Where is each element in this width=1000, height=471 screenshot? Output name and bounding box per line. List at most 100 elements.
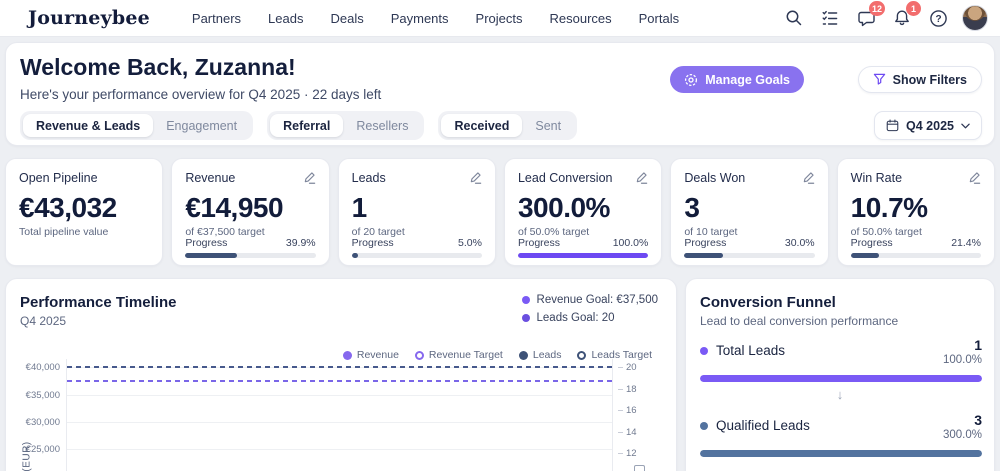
notifications-bell-icon[interactable]: 1 (890, 1, 921, 30)
progress-label: Progress (517, 237, 560, 249)
kpi-value: 1 (351, 192, 368, 223)
filter-tab-groups: Revenue & Leads Engagement Referral Rese… (20, 111, 578, 140)
stage-bar (700, 375, 982, 382)
tab-referral[interactable]: Referral (270, 114, 344, 137)
legend-revenue-target[interactable]: Revenue Target (414, 349, 503, 361)
progress-bar-fill (351, 253, 359, 258)
calendar-icon (886, 119, 899, 132)
period-value: Q4 2025 (906, 118, 954, 133)
nav-item-deals[interactable]: Deals (330, 10, 364, 26)
messages-icon[interactable]: 12 (854, 1, 885, 30)
funnel-arrow-down-icon: ↓ (686, 467, 994, 471)
gridline (67, 449, 612, 450)
kpi-card-win-rate: Win Rate 10.7% of 50.0% target Progress 2… (836, 158, 995, 266)
nav-item-resources[interactable]: Resources (549, 10, 612, 26)
period-selector[interactable]: Q4 2025 (874, 111, 982, 140)
y2-axis-tick: 16 (618, 405, 637, 416)
show-filters-label: Show Filters (892, 72, 967, 87)
stage-bar (700, 450, 982, 457)
funnel-title: Conversion Funnel (700, 294, 836, 311)
tab-revenue-leads[interactable]: Revenue & Leads (23, 114, 154, 137)
search-icon[interactable] (782, 6, 806, 30)
tab-sent[interactable]: Sent (535, 118, 562, 133)
legend-leads-target[interactable]: Leads Target (577, 349, 652, 361)
edit-goal-icon[interactable] (801, 171, 815, 185)
legend-leads[interactable]: Leads (518, 349, 561, 361)
progress-label: Progress (185, 237, 228, 249)
kpi-title: Revenue (185, 171, 236, 185)
y2-axis-tick: 20 (618, 362, 637, 373)
help-icon[interactable]: ? (926, 6, 950, 30)
stage-dot (700, 421, 708, 430)
partner-type-tab-group: Referral Resellers (267, 111, 425, 140)
progress-bar (351, 253, 482, 258)
performance-timeline-card: Performance Timeline Q4 2025 Revenue Goa… (5, 278, 677, 471)
page-title: Welcome Back, Zuzanna! (20, 54, 296, 80)
app-logo[interactable]: Journeybee (28, 7, 150, 29)
target-icon (684, 73, 698, 87)
y2-axis-tick: 14 (618, 427, 637, 438)
stage-percent: 100.0% (942, 354, 982, 366)
funnel-arrow-down-icon: ↓ (836, 387, 844, 402)
kpi-value: 300.0% (517, 192, 610, 223)
filter-funnel-icon (873, 73, 886, 86)
legend-leads-marker (518, 350, 528, 360)
kpi-value: 10.7% (850, 192, 928, 223)
goal-legend: Revenue Goal: €37,500 Leads Goal: 20 (521, 294, 658, 330)
kpi-title: Win Rate (850, 171, 903, 185)
nav-item-payments[interactable]: Payments (390, 10, 449, 26)
progress-percent: 39.9% (285, 237, 316, 249)
stage-bar-fill (700, 450, 982, 457)
kpi-value: €14,950 (185, 192, 284, 223)
stage-bar-fill (700, 375, 982, 382)
nav-item-projects[interactable]: Projects (475, 10, 523, 26)
tasks-icon[interactable] (818, 6, 842, 30)
legend-revenue[interactable]: Revenue (342, 349, 399, 361)
progress-label: Progress (684, 237, 727, 249)
y-axis-unit-label: (EUR) (21, 441, 33, 471)
funnel-stage-qualified-leads: Qualified Leads 3 300.0% (700, 412, 982, 457)
kpi-subtext: of 50.0% target (850, 226, 922, 238)
tab-resellers[interactable]: Resellers (356, 118, 409, 133)
legend-revenue-target-marker (414, 350, 424, 360)
legend-leads-target-marker (577, 350, 587, 360)
stage-label: Qualified Leads (716, 418, 810, 433)
progress-bar-fill (850, 253, 879, 258)
nav-item-portals[interactable]: Portals (638, 10, 680, 26)
conversion-funnel-card: Conversion Funnel Lead to deal conversio… (685, 278, 995, 471)
kpi-subtext: of 20 target (351, 226, 405, 238)
y2-axis-tick: 12 (618, 448, 637, 459)
page-subtitle: Here's your performance overview for Q4 … (20, 87, 382, 102)
progress-bar (517, 253, 649, 258)
manage-goals-button[interactable]: Manage Goals (670, 66, 804, 93)
nav-item-leads[interactable]: Leads (268, 10, 304, 26)
progress-percent: 21.4% (951, 237, 981, 249)
edit-goal-icon[interactable] (967, 171, 981, 185)
kpi-subtext: of 50.0% target (517, 226, 590, 238)
stage-label: Total Leads (716, 343, 786, 358)
welcome-card: Welcome Back, Zuzanna! Here's your perfo… (5, 42, 995, 146)
edit-goal-icon[interactable] (468, 171, 482, 185)
progress-percent: 30.0% (784, 237, 815, 249)
nav-item-partners[interactable]: Partners (191, 10, 242, 26)
progress-label: Progress (850, 237, 893, 249)
chart-plot-area[interactable] (66, 359, 613, 471)
tab-received[interactable]: Received (441, 114, 523, 137)
user-avatar[interactable] (962, 5, 988, 31)
chevron-down-icon (961, 123, 970, 129)
y-axis-tick: €35,000 (25, 390, 60, 401)
edit-goal-icon[interactable] (302, 171, 316, 185)
show-filters-button[interactable]: Show Filters (857, 66, 982, 93)
stage-dot (700, 346, 708, 355)
tab-engagement[interactable]: Engagement (166, 118, 238, 133)
top-navigation-bar: Journeybee Partners Leads Deals Payments… (0, 0, 1000, 37)
chart-legend: Revenue Revenue Target Leads Leads Targe… (342, 349, 652, 361)
expand-chart-icon[interactable] (634, 465, 645, 471)
leads-goal-dot (521, 314, 530, 322)
kpi-card-open-pipeline: Open Pipeline €43,032 Total pipeline val… (5, 158, 164, 266)
kpi-card-lead-conversion: Lead Conversion 300.0% of 50.0% target P… (503, 158, 663, 266)
progress-percent: 100.0% (612, 237, 649, 249)
y-axis-tick: €40,000 (25, 362, 60, 373)
edit-goal-icon[interactable] (634, 171, 648, 185)
